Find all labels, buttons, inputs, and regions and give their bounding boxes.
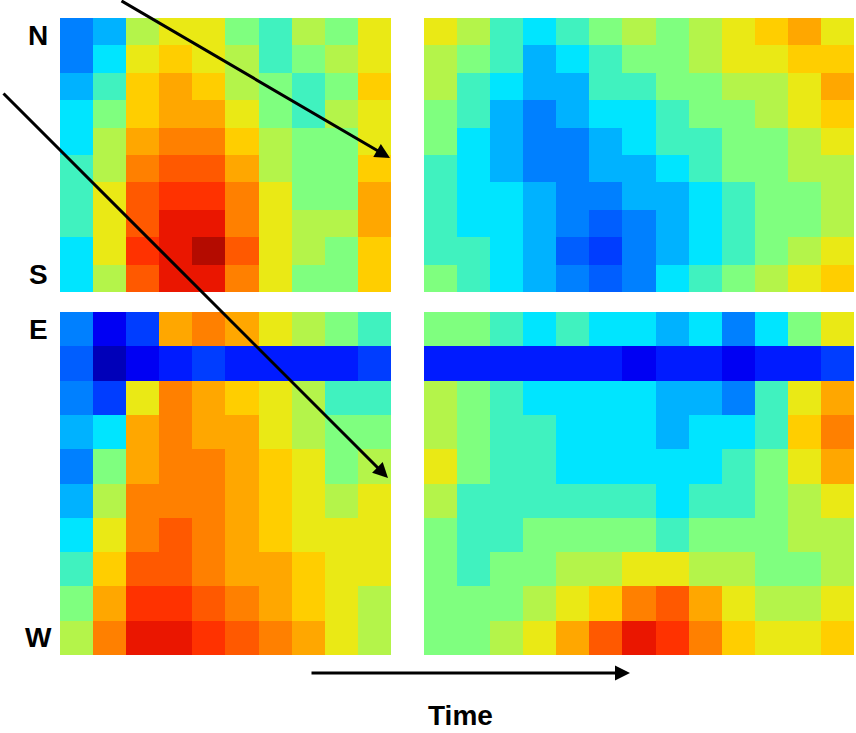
svg-text:N: N [28,20,48,51]
svg-text:S: S [29,259,48,290]
svg-text:W: W [25,622,52,653]
svg-text:E: E [29,314,48,345]
svg-text:Time: Time [428,700,493,731]
